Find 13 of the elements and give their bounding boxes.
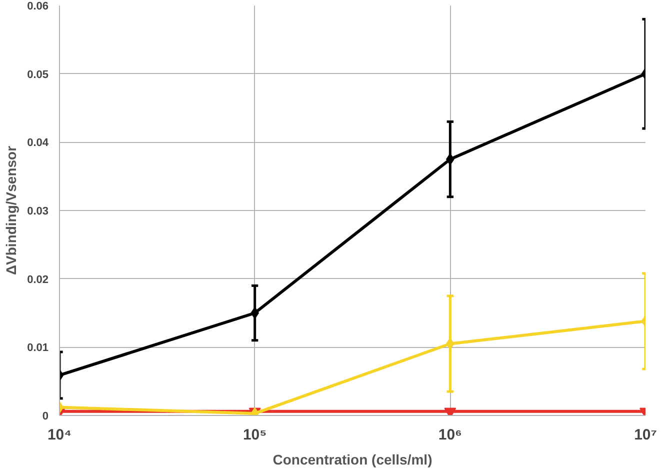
x-axis-title: Concentration (cells/ml): [272, 452, 432, 468]
y-tick-label: 0.06: [27, 0, 49, 12]
y-tick-label: 0.04: [27, 137, 50, 150]
x-tick-label: 10⁷: [634, 426, 657, 444]
x-tick-label: 10⁶: [438, 426, 462, 444]
y-tick-label: 0.02: [27, 274, 49, 286]
y-tick-label: 0: [42, 410, 49, 422]
y-tick-label: 0.03: [27, 206, 49, 218]
y-tick-label: 0.05: [27, 68, 49, 81]
y-axis-title: ΔVbinding/Vsensor: [3, 145, 20, 276]
x-tick-label: 10⁵: [242, 426, 267, 444]
y-tick-label: 0.01: [27, 342, 49, 354]
x-tick-label: 10⁴: [47, 426, 72, 444]
